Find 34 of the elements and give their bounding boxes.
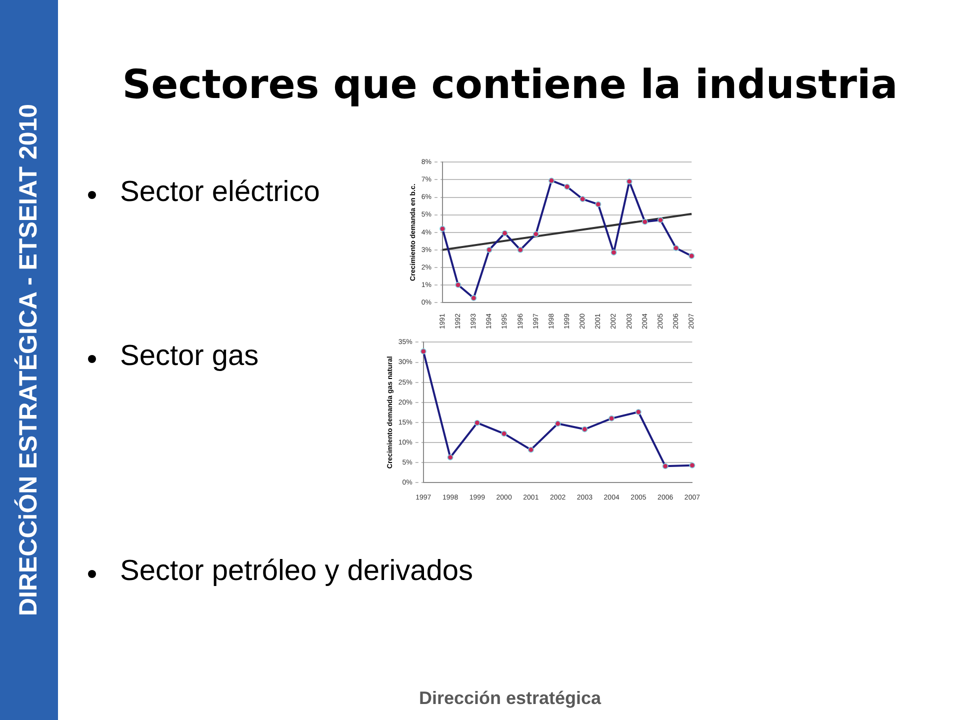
point	[502, 230, 508, 236]
point	[642, 218, 648, 225]
point	[662, 463, 668, 470]
point	[626, 178, 632, 184]
point	[548, 178, 554, 184]
text: Sector petróleo y derivados	[120, 555, 474, 587]
text: Sectores que contiene la industria	[121, 62, 899, 108]
point	[420, 348, 426, 354]
point	[610, 249, 617, 256]
point	[580, 196, 586, 202]
point	[532, 231, 539, 238]
point	[501, 430, 508, 437]
text: Sector eléctrico	[120, 176, 320, 208]
point	[595, 201, 602, 208]
point	[657, 217, 664, 224]
point	[470, 295, 477, 302]
text: Dirección estratégica	[418, 688, 602, 709]
point	[554, 420, 561, 427]
point	[440, 226, 446, 232]
text: DIRECCiÓN ESTRATÉGICA - ETSEIAT 2010	[14, 104, 44, 616]
point	[486, 246, 492, 253]
point	[455, 282, 462, 288]
point	[564, 184, 570, 190]
point	[673, 245, 680, 252]
point	[689, 462, 696, 468]
point	[635, 409, 642, 415]
point	[447, 454, 454, 460]
point	[517, 246, 524, 253]
point	[688, 252, 695, 259]
point	[608, 415, 615, 422]
point	[528, 446, 534, 453]
point	[582, 426, 588, 432]
text: Sector gas	[120, 340, 259, 372]
point	[474, 420, 480, 426]
